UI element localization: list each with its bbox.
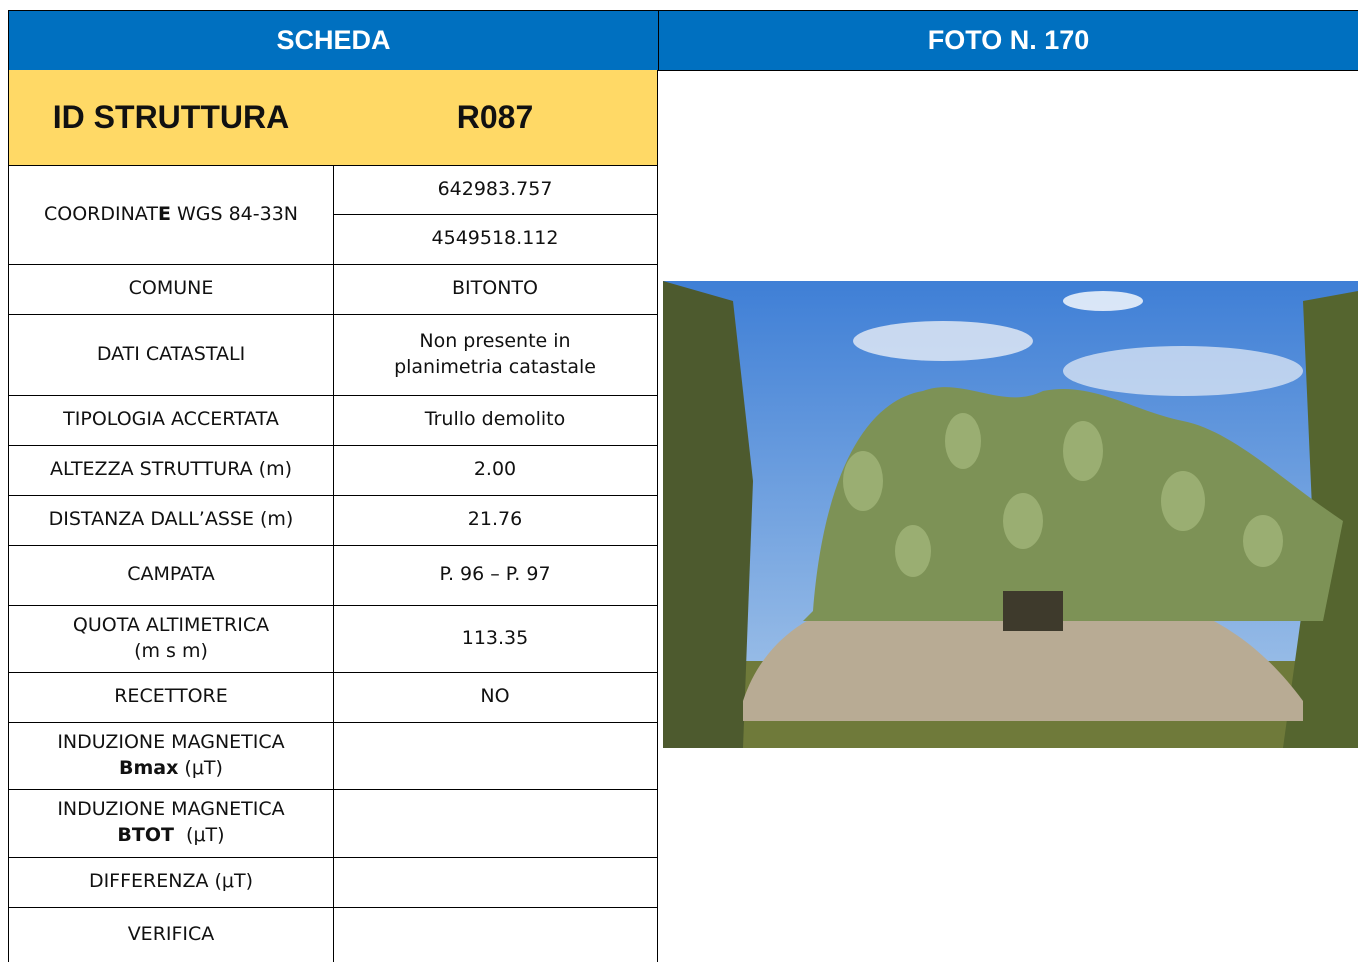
header-right: FOTO N. 170 — [658, 10, 1358, 71]
label-cell: QUOTA ALTIMETRICA (m s m) — [8, 605, 334, 673]
value-cell — [333, 789, 658, 858]
id-value: R087 — [333, 70, 658, 166]
line: Bmax (μT) — [119, 756, 223, 782]
value-cell: 2.00 — [333, 445, 658, 496]
value-cell — [333, 857, 658, 908]
line: (m s m) — [134, 639, 208, 662]
text: Bmax — [119, 756, 179, 779]
label-cell: COORDINATE WGS 84-33N — [8, 165, 334, 265]
label: COORDINATE WGS 84-33N — [44, 202, 298, 228]
text: (μT) — [178, 756, 223, 779]
text: WGS 84-33N — [170, 202, 299, 225]
value-cell: Non presente in planimetria catastale — [333, 314, 658, 396]
value-cell: P. 96 – P. 97 — [333, 545, 658, 606]
value-cell: 642983.757 — [333, 165, 658, 215]
text: BTOT — [117, 824, 174, 846]
label-cell: INDUZIONE MAGNETICA Bmax (μT) — [8, 722, 334, 790]
text: (μT) — [173, 824, 225, 846]
label-cell: ALTEZZA STRUTTURA (m) — [8, 445, 334, 496]
value-cell: NO — [333, 672, 658, 723]
text: E — [157, 202, 171, 225]
line: QUOTA ALTIMETRICA — [72, 613, 270, 636]
value-cell — [333, 722, 658, 790]
label-cell: INDUZIONE MAGNETICA BTOT (μT) — [8, 789, 334, 858]
id-label: ID STRUTTURA — [8, 70, 334, 166]
photo — [663, 281, 1358, 748]
line: BTOT (μT) — [117, 823, 224, 849]
label-cell: RECETTORE — [8, 672, 334, 723]
line: planimetria catastale — [394, 355, 596, 378]
value-cell: 21.76 — [333, 495, 658, 546]
label-cell: DIFFERENZA (μT) — [8, 857, 334, 908]
value-cell: BITONTO — [333, 264, 658, 315]
text: COORDINAT — [43, 202, 158, 225]
value-cell — [333, 907, 658, 962]
line: Non presente in — [419, 329, 571, 352]
label-cell: DISTANZA DALL’ASSE (m) — [8, 495, 334, 546]
label-cell: VERIFICA — [8, 907, 334, 962]
header-left: SCHEDA — [8, 10, 659, 71]
label-cell: DATI CATASTALI — [8, 314, 334, 396]
label-cell: COMUNE — [8, 264, 334, 315]
value-cell: Trullo demolito — [333, 395, 658, 446]
label-cell: CAMPATA — [8, 545, 334, 606]
label-cell: TIPOLOGIA ACCERTATA — [8, 395, 334, 446]
value-cell: 4549518.112 — [333, 214, 658, 265]
value-cell: 113.35 — [333, 605, 658, 673]
line: INDUZIONE MAGNETICA — [57, 730, 285, 753]
line: INDUZIONE MAGNETICA — [57, 798, 285, 821]
